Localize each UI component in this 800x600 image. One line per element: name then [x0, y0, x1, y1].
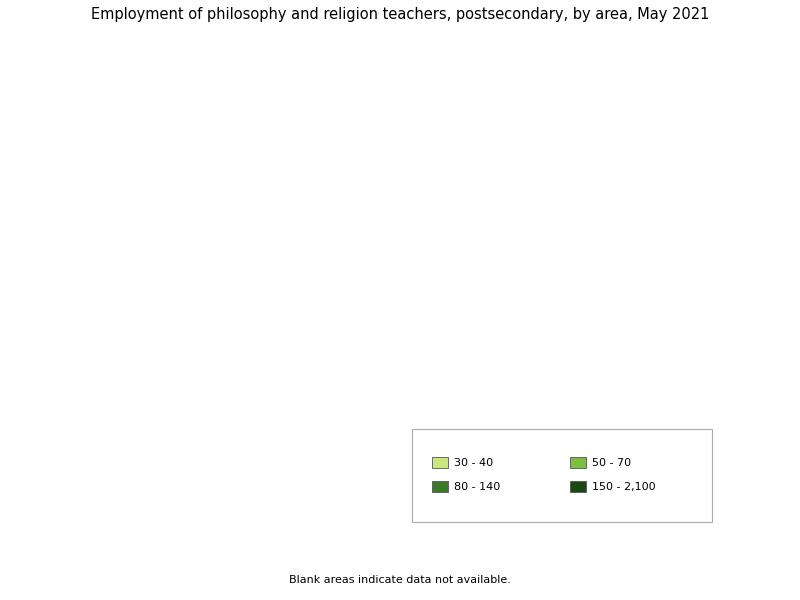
- Text: 80 - 140: 80 - 140: [454, 482, 500, 491]
- Text: Employment of philosophy and religion teachers, postsecondary, by area, May 2021: Employment of philosophy and religion te…: [91, 7, 709, 22]
- Text: Employment: Employment: [518, 438, 606, 451]
- Text: Blank areas indicate data not available.: Blank areas indicate data not available.: [289, 575, 511, 585]
- Text: 50 - 70: 50 - 70: [592, 458, 630, 467]
- Text: 150 - 2,100: 150 - 2,100: [592, 482, 655, 491]
- Text: 30 - 40: 30 - 40: [454, 458, 493, 467]
